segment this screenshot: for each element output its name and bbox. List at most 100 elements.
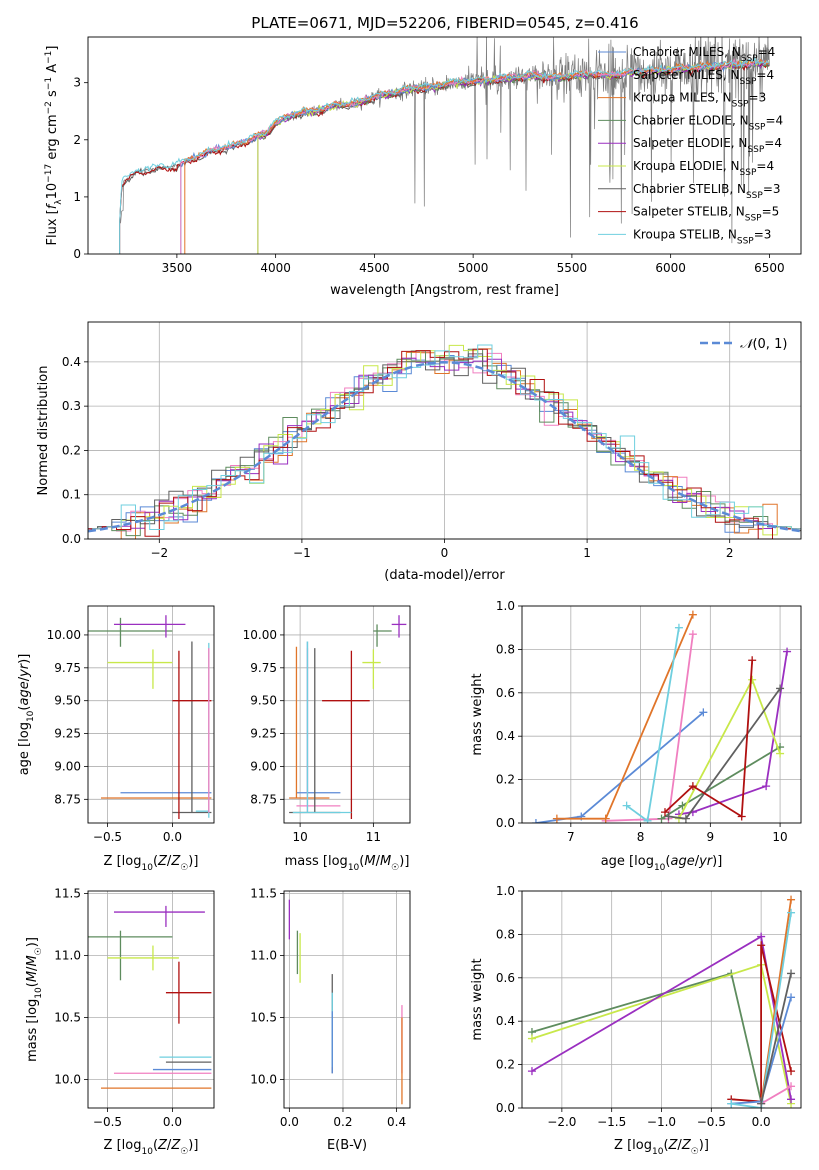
y-tick-label: 0.4 <box>62 355 81 369</box>
label-part: −17 <box>44 164 54 183</box>
label-part: ] <box>45 46 60 51</box>
label-part: ( <box>17 706 32 711</box>
plot-area <box>88 905 212 1089</box>
x-tick-label: −1.5 <box>597 1115 626 1129</box>
axes-frame <box>87 890 215 1109</box>
plot-area <box>288 899 403 1105</box>
x-tick-label: −2.0 <box>547 1115 576 1129</box>
label-part: −1 <box>44 51 54 64</box>
point-kroupa_miles <box>601 814 610 823</box>
figure-title: PLATE=0671, MJD=52206, FIBERID=0545, z=0… <box>251 14 638 32</box>
label-part: Z [ <box>104 854 122 869</box>
x-tick-label: −0.5 <box>93 1115 122 1129</box>
y-axis-label: age [log10(age/yr)] <box>17 654 36 776</box>
axes-frame <box>283 605 411 824</box>
x-tick-label: 8 <box>637 830 645 844</box>
x-tick-label: 0 <box>441 546 449 560</box>
point-kroupa_miles <box>552 814 561 823</box>
y-tick-label: 1 <box>73 190 81 204</box>
point-chabrier_miles <box>699 708 708 717</box>
panel-spectrum: 3500 4000 4500 5000 5500 6000 6500 0 1 2 3 waveleng… <box>44 36 802 298</box>
y-tick-label: 0.0 <box>62 532 81 546</box>
label-part: Chabrier STELIB, N <box>633 182 746 196</box>
label-part: Z <box>157 1138 168 1153</box>
label-part: SSP <box>746 191 763 201</box>
label-part: log <box>328 854 348 869</box>
x-tick-label: 11 <box>366 830 381 844</box>
label-part: A <box>45 64 60 77</box>
y-tick-label: 11.5 <box>250 886 277 900</box>
label-part: 10 <box>141 863 153 873</box>
y-tick-label: 9.50 <box>54 694 81 708</box>
label-part: λ <box>54 199 64 205</box>
y-axis-label: mass weight <box>470 673 485 755</box>
label-part: age [ <box>17 742 32 775</box>
point-salpeter_elodie <box>527 1067 536 1076</box>
label-part: erg cm <box>45 114 60 163</box>
label-part: ( <box>663 1138 668 1153</box>
x-tick-label: 6500 <box>754 261 785 275</box>
legend-label: Salpeter MILES, NSSP=4 <box>633 68 774 87</box>
x-axis-label: Z [log10(Z/Z☉)] <box>614 1138 709 1157</box>
label-part: −1 <box>44 77 54 90</box>
x-axis-label: E(B-V) <box>327 1138 367 1153</box>
y-tick-label: 0.0 <box>496 816 515 830</box>
label-part: 10 <box>652 1147 664 1157</box>
label-part: SSP <box>741 54 758 64</box>
y-tick-label: 0.3 <box>62 399 81 413</box>
point-kroupa_elodie <box>527 1034 536 1043</box>
y-tick-label: 1.0 <box>496 884 515 898</box>
histogram-chabrier_miles <box>88 355 801 533</box>
label-part: Z <box>157 854 168 869</box>
y-tick-label: 9.75 <box>54 661 81 675</box>
x-tick-label: −0.5 <box>93 830 122 844</box>
legend-label: Chabrier ELODIE, NSSP=4 <box>633 113 783 132</box>
label-part: log <box>25 999 40 1019</box>
label-part: ( <box>665 854 670 869</box>
point-kroupa_miles <box>787 895 796 904</box>
legend-label: 𝒩(0, 1) <box>740 337 787 352</box>
label-part: log <box>17 722 32 742</box>
label-part: ☉ <box>180 863 188 873</box>
plot-area <box>88 344 801 539</box>
label-part: =4 <box>756 68 774 82</box>
label-part: )] <box>17 654 32 664</box>
legend-label: Salpeter ELODIE, NSSP=4 <box>633 136 782 155</box>
label-part: f <box>45 202 60 209</box>
x-tick-label: −2 <box>150 546 168 560</box>
label-part: )] <box>699 1138 709 1153</box>
y-tick-label: 2 <box>73 133 81 147</box>
point-chabrier_stelib <box>787 969 796 978</box>
x-tick-label: 0.0 <box>752 1115 771 1129</box>
x-tick-label: 3500 <box>162 261 193 275</box>
x-axis-label: (data-model)/error <box>384 568 505 583</box>
label-part: =3 <box>749 91 767 105</box>
y-axis-label: mass weight <box>470 958 485 1040</box>
label-part: =4 <box>764 136 782 150</box>
label-part: age <box>17 681 32 705</box>
label-part: SSP <box>740 77 757 87</box>
point-kroupa_stelib <box>622 801 631 810</box>
series-salpeter_miles <box>760 1085 792 1105</box>
axes-frame <box>87 36 802 255</box>
label-part: 10 <box>34 987 44 999</box>
y-tick-label: 10.00 <box>47 628 81 642</box>
model-salpeter_miles <box>180 58 769 254</box>
y-tick-label: 0.2 <box>496 773 515 787</box>
point-chabrier_stelib <box>776 684 785 693</box>
series-salpeter_elodie <box>678 651 788 816</box>
point-kroupa_elodie <box>748 675 757 684</box>
x-tick-label: 5500 <box>557 261 588 275</box>
label-part: / <box>376 854 381 869</box>
y-tick-label: 0.4 <box>496 729 515 743</box>
panel-residuals: −2 −1 0 1 2 0.0 0.1 0.2 0.3 0.4 (data-model)/error… <box>36 321 802 583</box>
label-part: log <box>122 1138 142 1153</box>
plot-area <box>289 615 407 820</box>
label-part: SSP <box>747 145 764 155</box>
point-salpeter_stelib <box>660 808 669 817</box>
y-tick-label: 10.5 <box>54 1010 81 1024</box>
point-kroupa_stelib <box>674 623 683 632</box>
